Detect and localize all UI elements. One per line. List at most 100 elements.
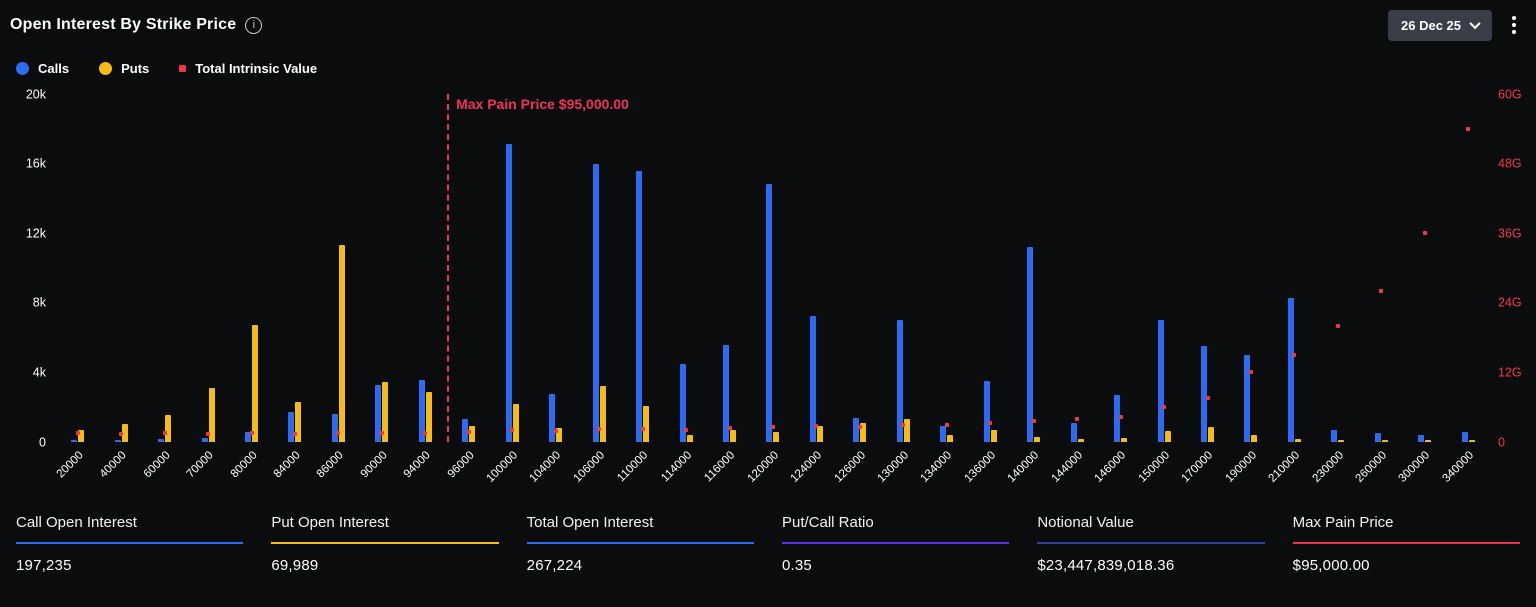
bar-group[interactable]: 126000 [832,94,881,485]
calls-bar [1157,320,1164,442]
calls-bar [71,440,78,442]
bar-group[interactable]: 150000 [1136,94,1185,485]
right-axis-tick: 60G [1498,86,1522,101]
intrinsic-value-dot [292,432,297,436]
x-axis-label: 94000 [402,449,434,481]
stat-accent-underline [271,542,499,544]
intrinsic-value-dot [1162,405,1167,409]
bar-group[interactable]: 300000 [1397,94,1446,485]
bar-group[interactable]: 104000 [528,94,577,485]
puts-bar [425,392,432,442]
intrinsic-value-dot [814,424,819,428]
intrinsic-value-dot [1422,231,1427,235]
intrinsic-value-dot [1466,127,1471,131]
x-axis-label: 100000 [484,449,521,485]
bar-group[interactable]: 90000 [359,94,403,480]
bar-group[interactable]: 106000 [571,94,620,485]
bar-group[interactable]: 140000 [1006,94,1055,485]
intrinsic-value-dot [640,427,645,431]
x-axis-label: 114000 [658,449,694,485]
intrinsic-value-dot [901,423,906,427]
puts-bar [860,423,867,442]
bar-group[interactable]: 84000 [272,94,316,480]
title-wrap: Open Interest By Strike Price i [10,16,263,34]
legend-item-puts[interactable]: Puts [99,61,149,76]
stat-value: 69,989 [271,557,319,574]
x-axis-label: 150000 [1136,449,1172,485]
bar-group[interactable]: 260000 [1353,94,1403,485]
puts-bar [1294,439,1301,442]
bar-group[interactable]: 144000 [1049,94,1098,485]
stat-label: Call Open Interest [16,514,137,531]
x-axis-label: 124000 [788,449,825,485]
calls-bar [592,164,599,442]
bar-group[interactable]: 230000 [1310,94,1359,485]
bar-group[interactable]: 130000 [876,94,925,485]
stat-label: Total Open Interest [526,514,654,531]
intrinsic-value-dot [1075,417,1080,421]
bar-group[interactable]: 80000 [228,94,273,480]
bar-group[interactable]: 116000 [702,94,751,484]
bar-group[interactable]: 340000 [1440,94,1490,485]
calls-bar [1287,298,1294,442]
intrinsic-value-dot [553,429,558,433]
expiry-date-dropdown[interactable]: 26 Dec 25 [1388,9,1492,41]
stat-total-open-interest: Total Open Interest 267,224 [526,514,754,574]
x-axis-label: 210000 [1266,449,1303,485]
bar-group[interactable]: 94000 [402,94,447,480]
intrinsic-value-dot [944,423,949,427]
intrinsic-value-dot [770,425,775,429]
header-actions: 26 Dec 25 [1388,9,1520,41]
bar-group[interactable]: 146000 [1093,94,1142,485]
bar-group[interactable]: 124000 [789,94,838,485]
stat-value: $95,000.00 [1292,557,1370,574]
bar-group[interactable]: 136000 [962,94,1012,485]
bar-group[interactable]: 60000 [141,94,186,480]
bar-group[interactable]: 134000 [919,94,968,485]
x-axis-label: 90000 [358,449,390,481]
bar-group[interactable]: 86000 [315,94,360,480]
bar-group[interactable]: 70000 [185,94,229,480]
puts-bar [686,435,693,442]
info-icon[interactable]: i [245,16,263,34]
calls-bar [1374,433,1381,442]
calls-bar [766,184,773,442]
bar-group[interactable]: 96000 [445,94,490,480]
stat-label: Put Open Interest [271,514,389,531]
bar-group[interactable]: 20000 [54,94,99,480]
puts-bar [338,245,345,442]
calls-bar [505,144,512,442]
bar-group[interactable]: 210000 [1267,94,1316,485]
legend-label: Total Intrinsic Value [195,60,318,76]
legend-item-total-intrinsic-value[interactable]: Total Intrinsic Value [179,61,317,76]
puts-bar [295,402,302,442]
stats-row: Call Open Interest 197,235 Put Open Intere… [0,498,1536,574]
bar-group[interactable]: 100000 [484,94,534,485]
puts-bar [1251,435,1258,442]
bar-group[interactable]: 190000 [1223,94,1272,485]
intrinsic-value-dot [1248,370,1253,374]
more-options-icon[interactable] [1508,12,1520,38]
bar-group[interactable]: 120000 [745,94,794,485]
legend-marker-icon [179,64,187,72]
bar-group[interactable]: 110000 [615,94,664,484]
stat-accent-underline [781,542,1010,544]
plot-outer: 20000 40000 60000 70000 80000 84000 86000 90000… [54,86,1490,498]
x-axis-label: 144000 [1049,449,1085,485]
bar-group[interactable]: 170000 [1180,94,1229,485]
legend-item-calls[interactable]: Calls [16,61,69,76]
stat-call-open-interest: Call Open Interest 197,235 [16,514,244,574]
bar-group[interactable]: 40000 [98,94,142,480]
intrinsic-value-dot [249,431,254,435]
bar-group[interactable]: 114000 [659,94,707,484]
intrinsic-value-dot [1335,324,1340,328]
puts-bar [165,415,172,442]
stat-value: 267,224 [526,557,583,574]
puts-bar [1164,431,1171,442]
chart: 0 4k 8k 12k 16k 20k 20000 40000 60000 70000 80000… [0,86,1536,498]
puts-bar [121,424,128,442]
intrinsic-value-dot [206,432,211,436]
calls-bar [158,439,165,442]
left-axis-tick: 12k [25,225,46,240]
left-axis-tick: 8k [32,295,46,310]
